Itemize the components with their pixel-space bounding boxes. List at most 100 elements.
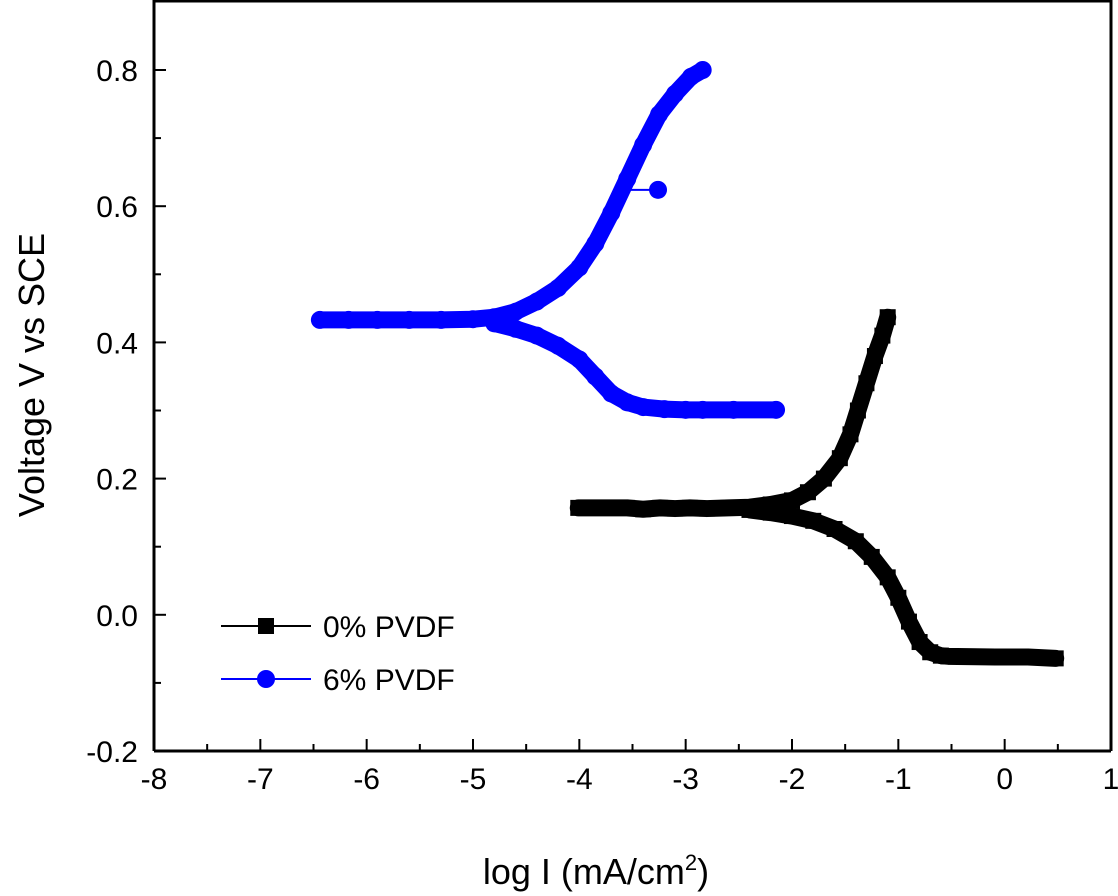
- data-point: [847, 533, 864, 550]
- data-point: [799, 484, 816, 501]
- data-point: [602, 384, 621, 403]
- legend-entry: 6% PVDF: [221, 664, 455, 697]
- x-tick-label: -6: [353, 763, 380, 796]
- data-point: [805, 512, 822, 529]
- x-axis-title-suffix: ): [697, 851, 709, 892]
- y-tick-label: -0.2: [86, 736, 138, 769]
- data-point: [485, 314, 504, 333]
- series-line: [749, 508, 1056, 660]
- axes-layer: [152, 0, 1113, 753]
- data-point: [634, 135, 653, 154]
- series-dense-band: [740, 501, 1065, 667]
- data-point: [762, 504, 779, 521]
- y-tick-label: 0.6: [96, 191, 138, 224]
- y-tick-label: 0.0: [96, 600, 138, 633]
- data-point: [676, 400, 695, 419]
- data-point: [602, 204, 621, 223]
- data-point: [879, 569, 896, 586]
- legend-label: 0% PVDF: [323, 611, 455, 644]
- data-point: [464, 310, 482, 329]
- series-0-pvdf: [569, 308, 1065, 667]
- series-line: [319, 69, 704, 321]
- data-point: [655, 400, 674, 419]
- y-tick-label: 0.2: [96, 464, 138, 497]
- data-point: [635, 501, 652, 518]
- data-point: [586, 367, 605, 386]
- data-point: [693, 400, 712, 419]
- data-point: [527, 292, 546, 311]
- data-point: [866, 348, 883, 365]
- x-axis-title: log I (mA/cm2): [483, 850, 709, 892]
- data-point: [784, 492, 800, 509]
- legend-label: 6% PVDF: [323, 664, 455, 697]
- data-point: [724, 400, 743, 419]
- data-point: [900, 613, 917, 630]
- data-point: [815, 470, 832, 487]
- data-point: [549, 336, 568, 355]
- series-6-pvdf: [310, 61, 786, 419]
- data-point: [863, 548, 880, 565]
- data-point: [681, 499, 698, 516]
- data-point: [720, 499, 737, 516]
- series-layer: [310, 61, 1065, 667]
- data-point: [987, 649, 1004, 666]
- x-axis-title-superscript: 2: [685, 850, 697, 875]
- x-tick-label: -4: [566, 763, 593, 796]
- data-point: [652, 499, 669, 516]
- data-point: [693, 61, 712, 79]
- data-point: [400, 310, 419, 329]
- data-point: [858, 375, 875, 392]
- x-tick-label: -3: [672, 763, 699, 796]
- data-point: [667, 500, 684, 517]
- data-point: [506, 319, 525, 338]
- data-point: [549, 278, 568, 297]
- data-point: [698, 500, 715, 517]
- data-point: [741, 501, 758, 518]
- data-point: [1047, 650, 1064, 667]
- data-point: [831, 450, 848, 467]
- data-point: [826, 520, 843, 537]
- data-point: [527, 326, 546, 345]
- series-dense-band: [311, 61, 712, 329]
- data-point: [767, 400, 786, 419]
- y-tick-label: 0.4: [96, 327, 138, 360]
- x-tick-label: 1: [1103, 763, 1118, 796]
- data-point: [310, 310, 329, 329]
- data-point: [879, 309, 896, 326]
- data-point: [506, 302, 525, 321]
- data-point: [570, 350, 589, 369]
- legend-entry: 0% PVDF: [221, 611, 455, 644]
- data-point: [849, 402, 866, 419]
- data-point: [650, 105, 669, 124]
- data-point: [940, 648, 957, 665]
- data-point: [618, 393, 637, 412]
- ticks-layer: -8 -7 -6 -5 -4 -3 -2 -1 0 1 -0.2 0.0 0.2 0.4 0.6 0.8: [86, 55, 1118, 796]
- data-point: [570, 258, 589, 277]
- legend: 0% PVDF 6% PVDF: [221, 611, 455, 697]
- data-point: [1020, 649, 1037, 666]
- x-tick-label: -1: [885, 763, 912, 796]
- data-point: [432, 310, 451, 329]
- y-tick-label: 0.8: [96, 55, 138, 88]
- data-point: [618, 169, 637, 188]
- data-point: [784, 508, 800, 525]
- y-axis-title: Voltage V vs SCE: [11, 233, 52, 517]
- data-point-outlier: [649, 180, 668, 199]
- x-tick-label: 0: [996, 763, 1013, 796]
- data-point: [842, 426, 859, 443]
- data-point: [619, 499, 636, 516]
- x-tick-label: -2: [779, 763, 806, 796]
- data-point: [890, 589, 907, 606]
- data-point: [570, 499, 587, 516]
- x-tick-label: -8: [141, 763, 168, 796]
- data-point: [874, 327, 891, 344]
- x-axis-title-main: log I (mA/cm: [483, 851, 685, 892]
- data-point: [634, 398, 653, 417]
- data-point: [368, 310, 387, 329]
- data-point: [666, 84, 685, 103]
- data-point: [339, 310, 358, 329]
- data-point: [586, 234, 605, 253]
- x-tick-label: -5: [460, 763, 487, 796]
- legend-marker-square: [258, 618, 274, 634]
